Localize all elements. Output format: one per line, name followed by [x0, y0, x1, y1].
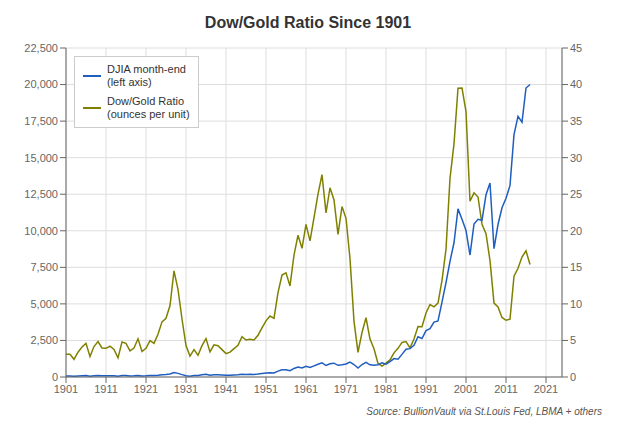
svg-text:0: 0 [570, 371, 576, 383]
svg-text:1901: 1901 [54, 383, 78, 395]
svg-text:2011: 2011 [494, 383, 518, 395]
svg-text:35: 35 [570, 115, 582, 127]
svg-text:1911: 1911 [94, 383, 118, 395]
svg-text:1971: 1971 [334, 383, 358, 395]
svg-text:1991: 1991 [414, 383, 438, 395]
svg-text:2001: 2001 [454, 383, 478, 395]
svg-text:2,500: 2,500 [30, 334, 58, 346]
svg-text:1981: 1981 [374, 383, 398, 395]
svg-text:0: 0 [52, 371, 58, 383]
svg-text:1921: 1921 [134, 383, 158, 395]
svg-text:22,500: 22,500 [24, 42, 58, 54]
svg-text:5,000: 5,000 [30, 298, 58, 310]
svg-text:20,000: 20,000 [24, 78, 58, 90]
svg-text:7,500: 7,500 [30, 261, 58, 273]
svg-text:10: 10 [570, 298, 582, 310]
svg-text:20: 20 [570, 225, 582, 237]
svg-text:1961: 1961 [294, 383, 318, 395]
html-text:Source: BullionVault via St.Lo: Source: BullionVault via St.Louis Fed, L… [366, 406, 602, 417]
html-text:Dow/Gold Ratio (ounces per uni: Dow/Gold Ratio (ounces per unit) [107, 95, 190, 120]
svg-text:40: 40 [570, 78, 582, 90]
svg-text:15,000: 15,000 [24, 152, 58, 164]
svg-text:12,500: 12,500 [24, 188, 58, 200]
svg-text:1931: 1931 [174, 383, 198, 395]
svg-text:17,500: 17,500 [24, 115, 58, 127]
svg-text:25: 25 [570, 188, 582, 200]
html-text:Dow/Gold Ratio Since 1901: Dow/Gold Ratio Since 1901 [204, 14, 412, 31]
svg-text:10,000: 10,000 [24, 225, 58, 237]
svg-text:5: 5 [570, 334, 576, 346]
svg-text:1941: 1941 [214, 383, 238, 395]
svg-text:1951: 1951 [254, 383, 278, 395]
svg-text:2021: 2021 [534, 383, 558, 395]
html-text:DJIA month-end (left axis): DJIA month-end (left axis) [107, 63, 186, 88]
svg-text:30: 30 [570, 152, 582, 164]
svg-text:15: 15 [570, 261, 582, 273]
svg-text:45: 45 [570, 42, 582, 54]
